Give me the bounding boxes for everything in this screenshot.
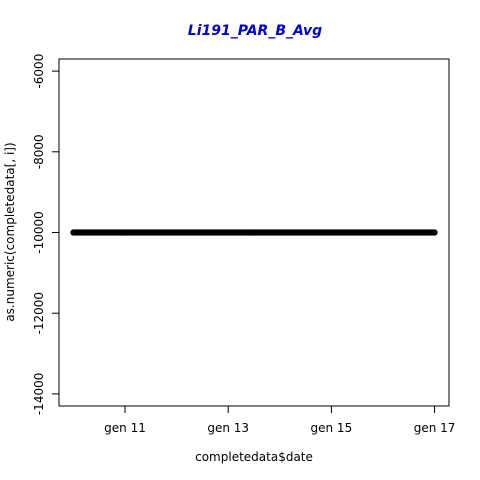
x-axis-label: completedata$date [195,450,313,464]
y-tick-label: -6000 [32,54,46,89]
y-tick-label: -8000 [32,134,46,169]
x-tick-label: gen 15 [311,421,353,435]
data-points [70,229,438,236]
y-tick-label: -14000 [32,373,46,416]
y-tick-label: -10000 [32,211,46,254]
x-tick-label: gen 13 [207,421,249,435]
chart-title: Li191_PAR_B_Avg [188,23,322,39]
x-tick-label: gen 17 [414,421,456,435]
y-axis-label: as.numeric(completedata[, i]) [3,142,17,321]
x-axis: gen 11 gen 13 gen 15 gen 17 [104,406,455,435]
data-point [431,229,438,236]
y-axis: -6000 -8000 -10000 -12000 -14000 [32,54,59,415]
y-tick-label: -12000 [32,292,46,335]
x-tick-label: gen 11 [104,421,146,435]
